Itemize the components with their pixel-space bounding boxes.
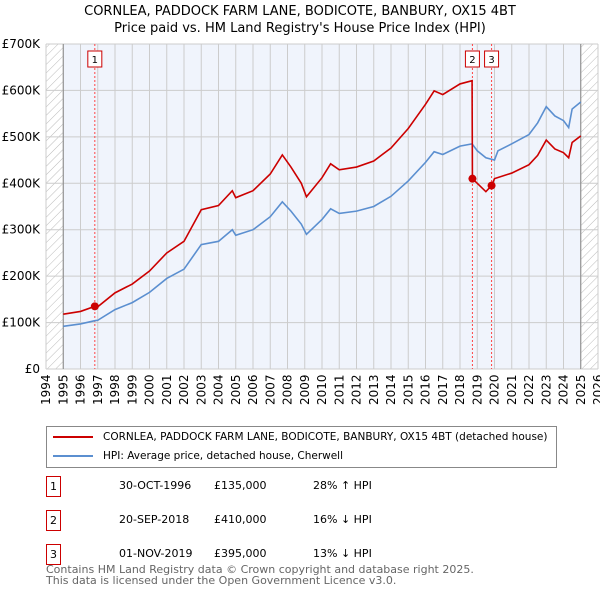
x-tick-label: 1998	[108, 374, 122, 405]
legend-label-property: CORNLEA, PADDOCK FARM LANE, BODICOTE, BA…	[103, 431, 548, 443]
sale-date: 20-SEP-2018	[119, 513, 190, 526]
sale-marker-box	[464, 50, 480, 68]
sale-marker-label: 2	[469, 55, 475, 66]
x-tick-label: 2003	[194, 374, 208, 405]
x-tick-label: 2000	[143, 374, 157, 405]
chart-subtitle: Price paid vs. HM Land Registry's House …	[114, 21, 486, 36]
x-tick-label: 1999	[125, 374, 139, 405]
x-tick-label: 2023	[539, 374, 553, 405]
x-tick-label: 2022	[522, 374, 536, 405]
legend-label-hpi: HPI: Average price, detached house, Cher…	[103, 450, 344, 462]
x-tick-label: 2021	[505, 374, 519, 405]
legend-red-line	[53, 436, 93, 438]
x-tick-label: 2010	[315, 374, 329, 405]
x-tick-label: 1996	[74, 374, 88, 405]
x-tick-label: 2024	[557, 374, 571, 405]
hpi-series-line	[63, 101, 582, 328]
x-tick-label: 1994	[39, 374, 53, 405]
y-tick-label: £700K	[2, 37, 42, 51]
hatched-region	[580, 44, 598, 369]
x-tick-label: 2015	[401, 374, 415, 405]
sale-hpi-diff: 13% ↓ HPI	[313, 547, 372, 560]
x-tick-label: 2020	[488, 374, 502, 405]
sale-price: £410,000	[214, 513, 267, 526]
y-tick-label: £100K	[2, 316, 42, 330]
x-tick-label: 2004	[212, 374, 226, 405]
sale-marker-label: 3	[488, 55, 494, 66]
sale-marker-box	[484, 50, 500, 68]
chart-title: CORNLEA, PADDOCK FARM LANE, BODICOTE, BA…	[84, 4, 516, 19]
x-tick-label: 2008	[281, 374, 295, 405]
sale-price: £395,000	[214, 547, 267, 560]
y-tick-label: £0	[25, 362, 40, 376]
footer: Contains HM Land Registry data © Crown c…	[46, 564, 474, 586]
footer-line2: This data is licensed under the Open Gov…	[46, 574, 397, 587]
y-tick-label: £600K	[2, 83, 42, 97]
footer-line1: Contains HM Land Registry data © Crown c…	[46, 563, 474, 576]
x-tick-label: 2009	[298, 374, 312, 405]
x-tick-label: 2007	[263, 374, 277, 405]
x-tick-label: 2011	[332, 374, 346, 405]
x-tick-label: 2001	[160, 374, 174, 405]
property-series-line	[63, 79, 582, 316]
x-tick-label: 2012	[350, 374, 364, 405]
sale-point	[487, 181, 496, 190]
sale-marker-box	[87, 50, 103, 68]
sale-number: 2	[46, 510, 61, 531]
sale-hpi-diff: 28% ↑ HPI	[313, 479, 372, 492]
x-tick-label: 1997	[91, 374, 105, 405]
x-tick-label: 2016	[419, 374, 433, 405]
y-tick-label: £500K	[2, 130, 42, 144]
legend: CORNLEA, PADDOCK FARM LANE, BODICOTE, BA…	[46, 426, 557, 468]
sale-hpi-diff: 16% ↓ HPI	[313, 513, 372, 526]
legend-blue-line	[53, 455, 93, 457]
price-chart: 1994 1995 1996 1997 1998 1999 2000 2001 2002 2003…	[2, 37, 600, 405]
sale-price: £135,000	[214, 479, 267, 492]
sale-number: 1	[46, 476, 61, 497]
x-tick-label: 2013	[367, 374, 381, 405]
sale-date: 30-OCT-1996	[119, 479, 192, 492]
x-tick-label: 2026	[591, 374, 600, 405]
sale-point	[468, 174, 477, 183]
x-tick-label: 2018	[453, 374, 467, 405]
x-tick-label: 2006	[246, 374, 260, 405]
y-tick-label: £200K	[2, 269, 42, 283]
sale-point	[90, 302, 99, 311]
x-tick-label: 2005	[229, 374, 243, 405]
x-tick-label: 2025	[574, 374, 588, 405]
hatched-region	[46, 44, 64, 369]
y-tick-label: £400K	[2, 176, 42, 190]
x-tick-label: 2014	[384, 374, 398, 405]
sale-date: 01-NOV-2019	[119, 547, 193, 560]
sale-marker-label: 1	[92, 55, 98, 66]
x-tick-label: 2017	[436, 374, 450, 405]
sale-number: 3	[46, 544, 61, 565]
x-tick-label: 2019	[470, 374, 484, 405]
x-tick-label: 2002	[177, 374, 191, 405]
y-tick-label: £300K	[2, 223, 42, 237]
x-tick-label: 1995	[56, 374, 70, 405]
